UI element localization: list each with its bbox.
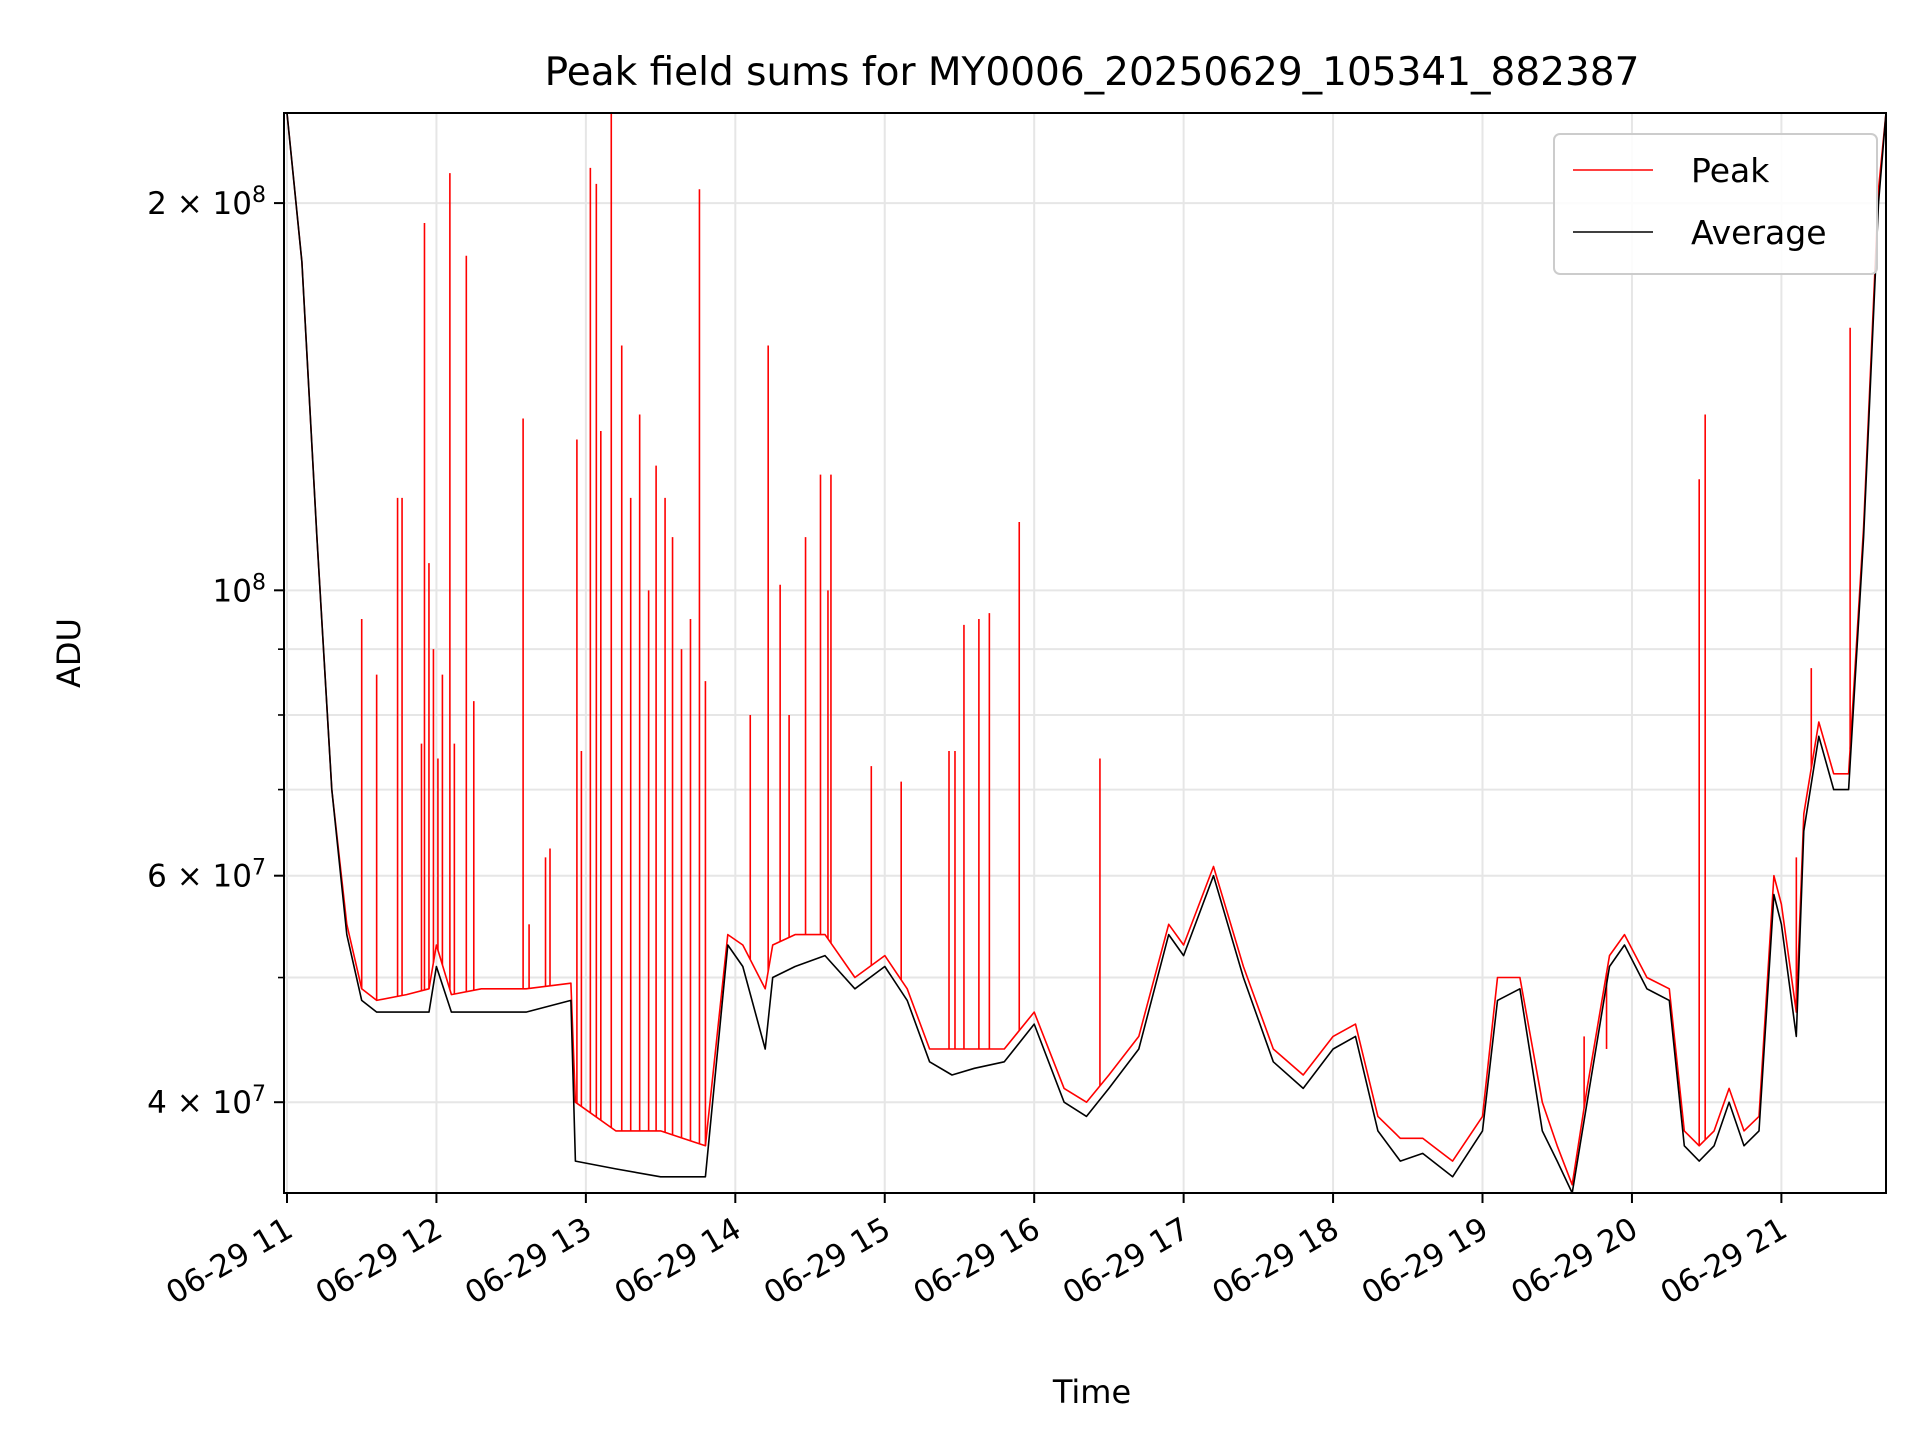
series-layer [286, 113, 1886, 1193]
x-axis-label: Time [1052, 1373, 1131, 1411]
legend-average-label: Average [1691, 213, 1827, 252]
chart-title: Peak field sums for MY0006_20250629_1053… [545, 50, 1640, 95]
y-axis-ticks: 4 × 107 6 × 107 108 2 × 108 [147, 183, 284, 1122]
grid-lines [284, 113, 1886, 1193]
y-tick-label: 4 × 107 [147, 1082, 266, 1122]
y-axis-label: ADU [50, 618, 88, 688]
y-tick-label: 6 × 107 [147, 855, 266, 895]
average-series-line [286, 113, 1886, 1193]
legend: Peak Average [1553, 133, 1878, 275]
plot-frame [283, 112, 1887, 1194]
legend-box [1553, 133, 1878, 275]
legend-peak-label: Peak [1691, 151, 1770, 190]
y-tick-label: 2 × 108 [147, 183, 266, 223]
peak-series-line [286, 113, 1886, 1186]
y-tick-label: 108 [213, 570, 266, 610]
